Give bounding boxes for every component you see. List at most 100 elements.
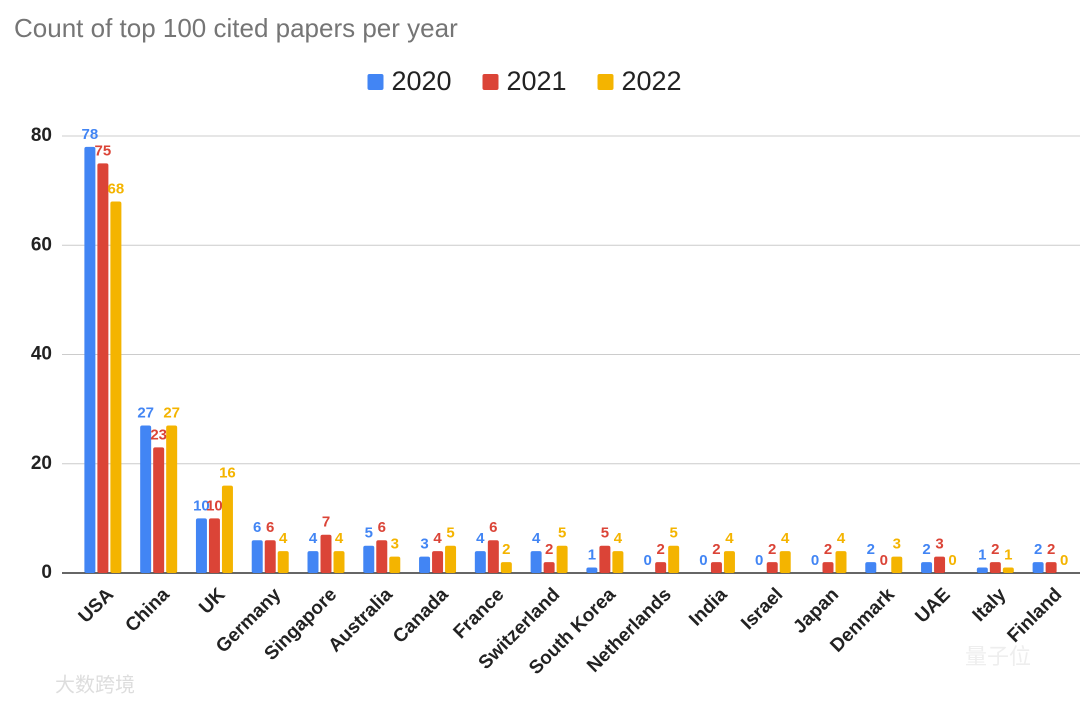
legend-swatch — [367, 74, 384, 90]
bar — [487, 540, 499, 573]
data-label: 4 — [476, 530, 485, 547]
legend-swatch — [482, 74, 499, 90]
bar — [153, 447, 165, 573]
bar — [166, 425, 178, 573]
data-label: 5 — [365, 525, 373, 542]
bar — [264, 540, 276, 573]
bar — [865, 562, 877, 573]
data-label: 6 — [378, 519, 386, 536]
data-label: 0 — [643, 552, 651, 569]
bar — [779, 551, 791, 573]
bar — [934, 556, 946, 573]
bar — [530, 551, 542, 573]
data-label: 4 — [725, 530, 734, 547]
data-label: 2 — [768, 541, 776, 558]
bar — [389, 556, 401, 573]
legend-label: 2021 — [507, 66, 567, 96]
y-tick-label: 40 — [31, 344, 52, 365]
data-label: 23 — [150, 426, 167, 443]
x-tick-label: Italy — [969, 584, 1011, 626]
data-label: 2 — [922, 541, 930, 558]
data-label: 3 — [935, 536, 943, 553]
data-label: 78 — [82, 126, 99, 143]
bar — [110, 201, 122, 574]
bar — [432, 551, 444, 573]
data-label: 1 — [978, 547, 986, 564]
bar — [251, 540, 263, 573]
data-label: 2 — [1034, 541, 1042, 558]
bar — [84, 146, 96, 574]
data-label: 5 — [558, 525, 566, 542]
bar — [1032, 562, 1044, 573]
data-label: 2 — [1047, 541, 1055, 558]
x-tick-label: USA — [75, 584, 118, 627]
data-label: 5 — [601, 525, 609, 542]
bar — [500, 562, 512, 573]
legend-swatch — [597, 74, 614, 90]
bar — [140, 425, 152, 573]
legend-label: 2020 — [392, 66, 452, 96]
y-tick-label: 20 — [31, 453, 52, 474]
bar — [655, 562, 667, 573]
data-label: 2 — [712, 541, 720, 558]
bar — [599, 545, 611, 573]
data-label: 2 — [656, 541, 664, 558]
x-tick-label: Finland — [1004, 584, 1067, 647]
data-label: 10 — [193, 497, 210, 514]
watermark: 量子位 — [965, 644, 1031, 669]
bar — [208, 518, 220, 573]
data-label: 2 — [545, 541, 553, 558]
data-label: 0 — [811, 552, 819, 569]
data-label: 3 — [893, 536, 901, 553]
bar — [835, 551, 847, 573]
data-label: 6 — [266, 519, 274, 536]
bar — [891, 556, 903, 573]
bar — [668, 545, 680, 573]
bar — [921, 562, 933, 573]
data-label: 4 — [532, 530, 541, 547]
bar — [976, 567, 988, 573]
data-label: 27 — [137, 404, 154, 421]
data-label: 4 — [781, 530, 790, 547]
x-tick-label: Japan — [789, 584, 843, 638]
data-label: 6 — [489, 519, 497, 536]
bar — [989, 562, 1001, 573]
bar — [221, 485, 233, 573]
data-label: 1 — [588, 547, 596, 564]
watermark: 大数跨境 — [55, 673, 135, 696]
data-label: 4 — [433, 530, 442, 547]
data-label: 4 — [837, 530, 846, 547]
bar — [474, 551, 486, 573]
data-label: 4 — [309, 530, 318, 547]
data-label: 27 — [163, 404, 180, 421]
bar — [766, 562, 778, 573]
legend-label: 2022 — [622, 66, 682, 96]
data-label: 0 — [1060, 552, 1068, 569]
data-label: 4 — [335, 530, 344, 547]
data-label: 2 — [867, 541, 875, 558]
x-tick-label: China — [122, 584, 174, 636]
bar — [195, 518, 207, 573]
bar — [710, 562, 722, 573]
y-tick-label: 0 — [41, 562, 52, 583]
x-tick-label: Israel — [737, 584, 787, 634]
chart-title: Count of top 100 cited papers per year — [14, 13, 458, 43]
data-label: 0 — [755, 552, 763, 569]
bar — [307, 551, 319, 573]
data-label: 4 — [614, 530, 623, 547]
data-label: 68 — [108, 181, 125, 198]
data-label: 7 — [322, 514, 330, 531]
data-label: 1 — [1004, 547, 1012, 564]
data-label: 5 — [446, 525, 454, 542]
bar — [612, 551, 624, 573]
bar — [376, 540, 388, 573]
bar — [445, 545, 457, 573]
bar — [363, 545, 375, 573]
data-label: 0 — [880, 552, 888, 569]
y-tick-label: 80 — [31, 125, 52, 146]
data-label: 2 — [824, 541, 832, 558]
bar — [723, 551, 735, 573]
data-label: 75 — [95, 142, 112, 159]
x-tick-label: India — [685, 584, 732, 631]
